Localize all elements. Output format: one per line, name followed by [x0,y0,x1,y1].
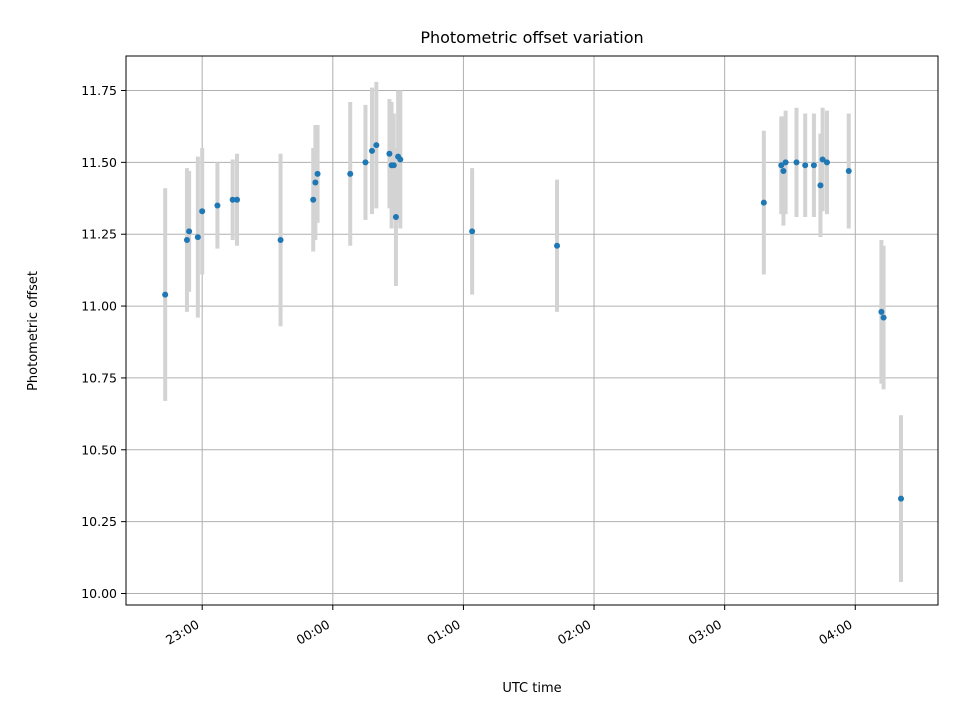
data-point [802,162,809,169]
x-axis-label: UTC time [502,681,561,696]
data-point [819,156,826,163]
data-point [368,147,375,154]
data-point [183,236,190,243]
y-axis-ticks: 10.00 10.25 10.50 10.75 11.00 11.25 11.50 11.75 [81,83,126,601]
data-point [780,167,787,174]
x-tick-label: 04:00 [816,617,855,648]
plot-frame [125,55,939,606]
y-tick-label: 10.00 [81,586,117,601]
data-point [782,159,789,166]
y-axis-label: Photometric offset [26,271,41,391]
data-point [199,208,206,215]
data-point [186,228,193,235]
data-point [810,162,817,169]
y-tick-label: 11.75 [81,83,117,98]
x-tick-label: 02:00 [555,617,594,648]
data-point [793,159,800,166]
data-point [194,234,201,241]
data-point [373,142,380,149]
data-point [897,495,904,502]
data-point [397,156,404,163]
data-point [554,242,561,249]
x-axis-ticks: 23:00 00:00 01:00 02:00 03:00 04:00 [163,605,856,648]
data-point [817,182,824,189]
y-tick-label: 11.25 [81,227,117,242]
data-point [229,196,236,203]
x-tick-label: 01:00 [424,617,463,648]
data-point [878,308,885,315]
data-point [390,162,397,169]
data-point [880,314,887,321]
data-point [386,150,393,157]
data-point [277,236,284,243]
y-tick-label: 11.00 [81,299,117,314]
data-point [310,196,317,203]
data-point [362,159,369,166]
data-point [314,170,321,177]
data-point [469,228,476,235]
data-point [778,162,785,169]
data-point [347,170,354,177]
x-tick-label: 23:00 [163,617,202,648]
data-point [760,199,767,206]
data-point [845,167,852,174]
data-point [214,202,221,209]
grid [126,56,938,605]
x-tick-label: 00:00 [294,617,333,648]
data-point [312,179,319,186]
x-tick-label: 03:00 [685,617,724,648]
data-point [162,291,169,298]
chart-title: Photometric offset variation [420,28,643,47]
error-bars [163,81,903,583]
data-point [823,159,830,166]
y-tick-label: 11.50 [81,155,117,170]
y-tick-label: 10.50 [81,442,117,457]
data-point [234,196,241,203]
data-point [392,213,399,220]
y-tick-label: 10.25 [81,514,117,529]
data-points [162,142,904,502]
y-tick-label: 10.75 [81,370,117,385]
